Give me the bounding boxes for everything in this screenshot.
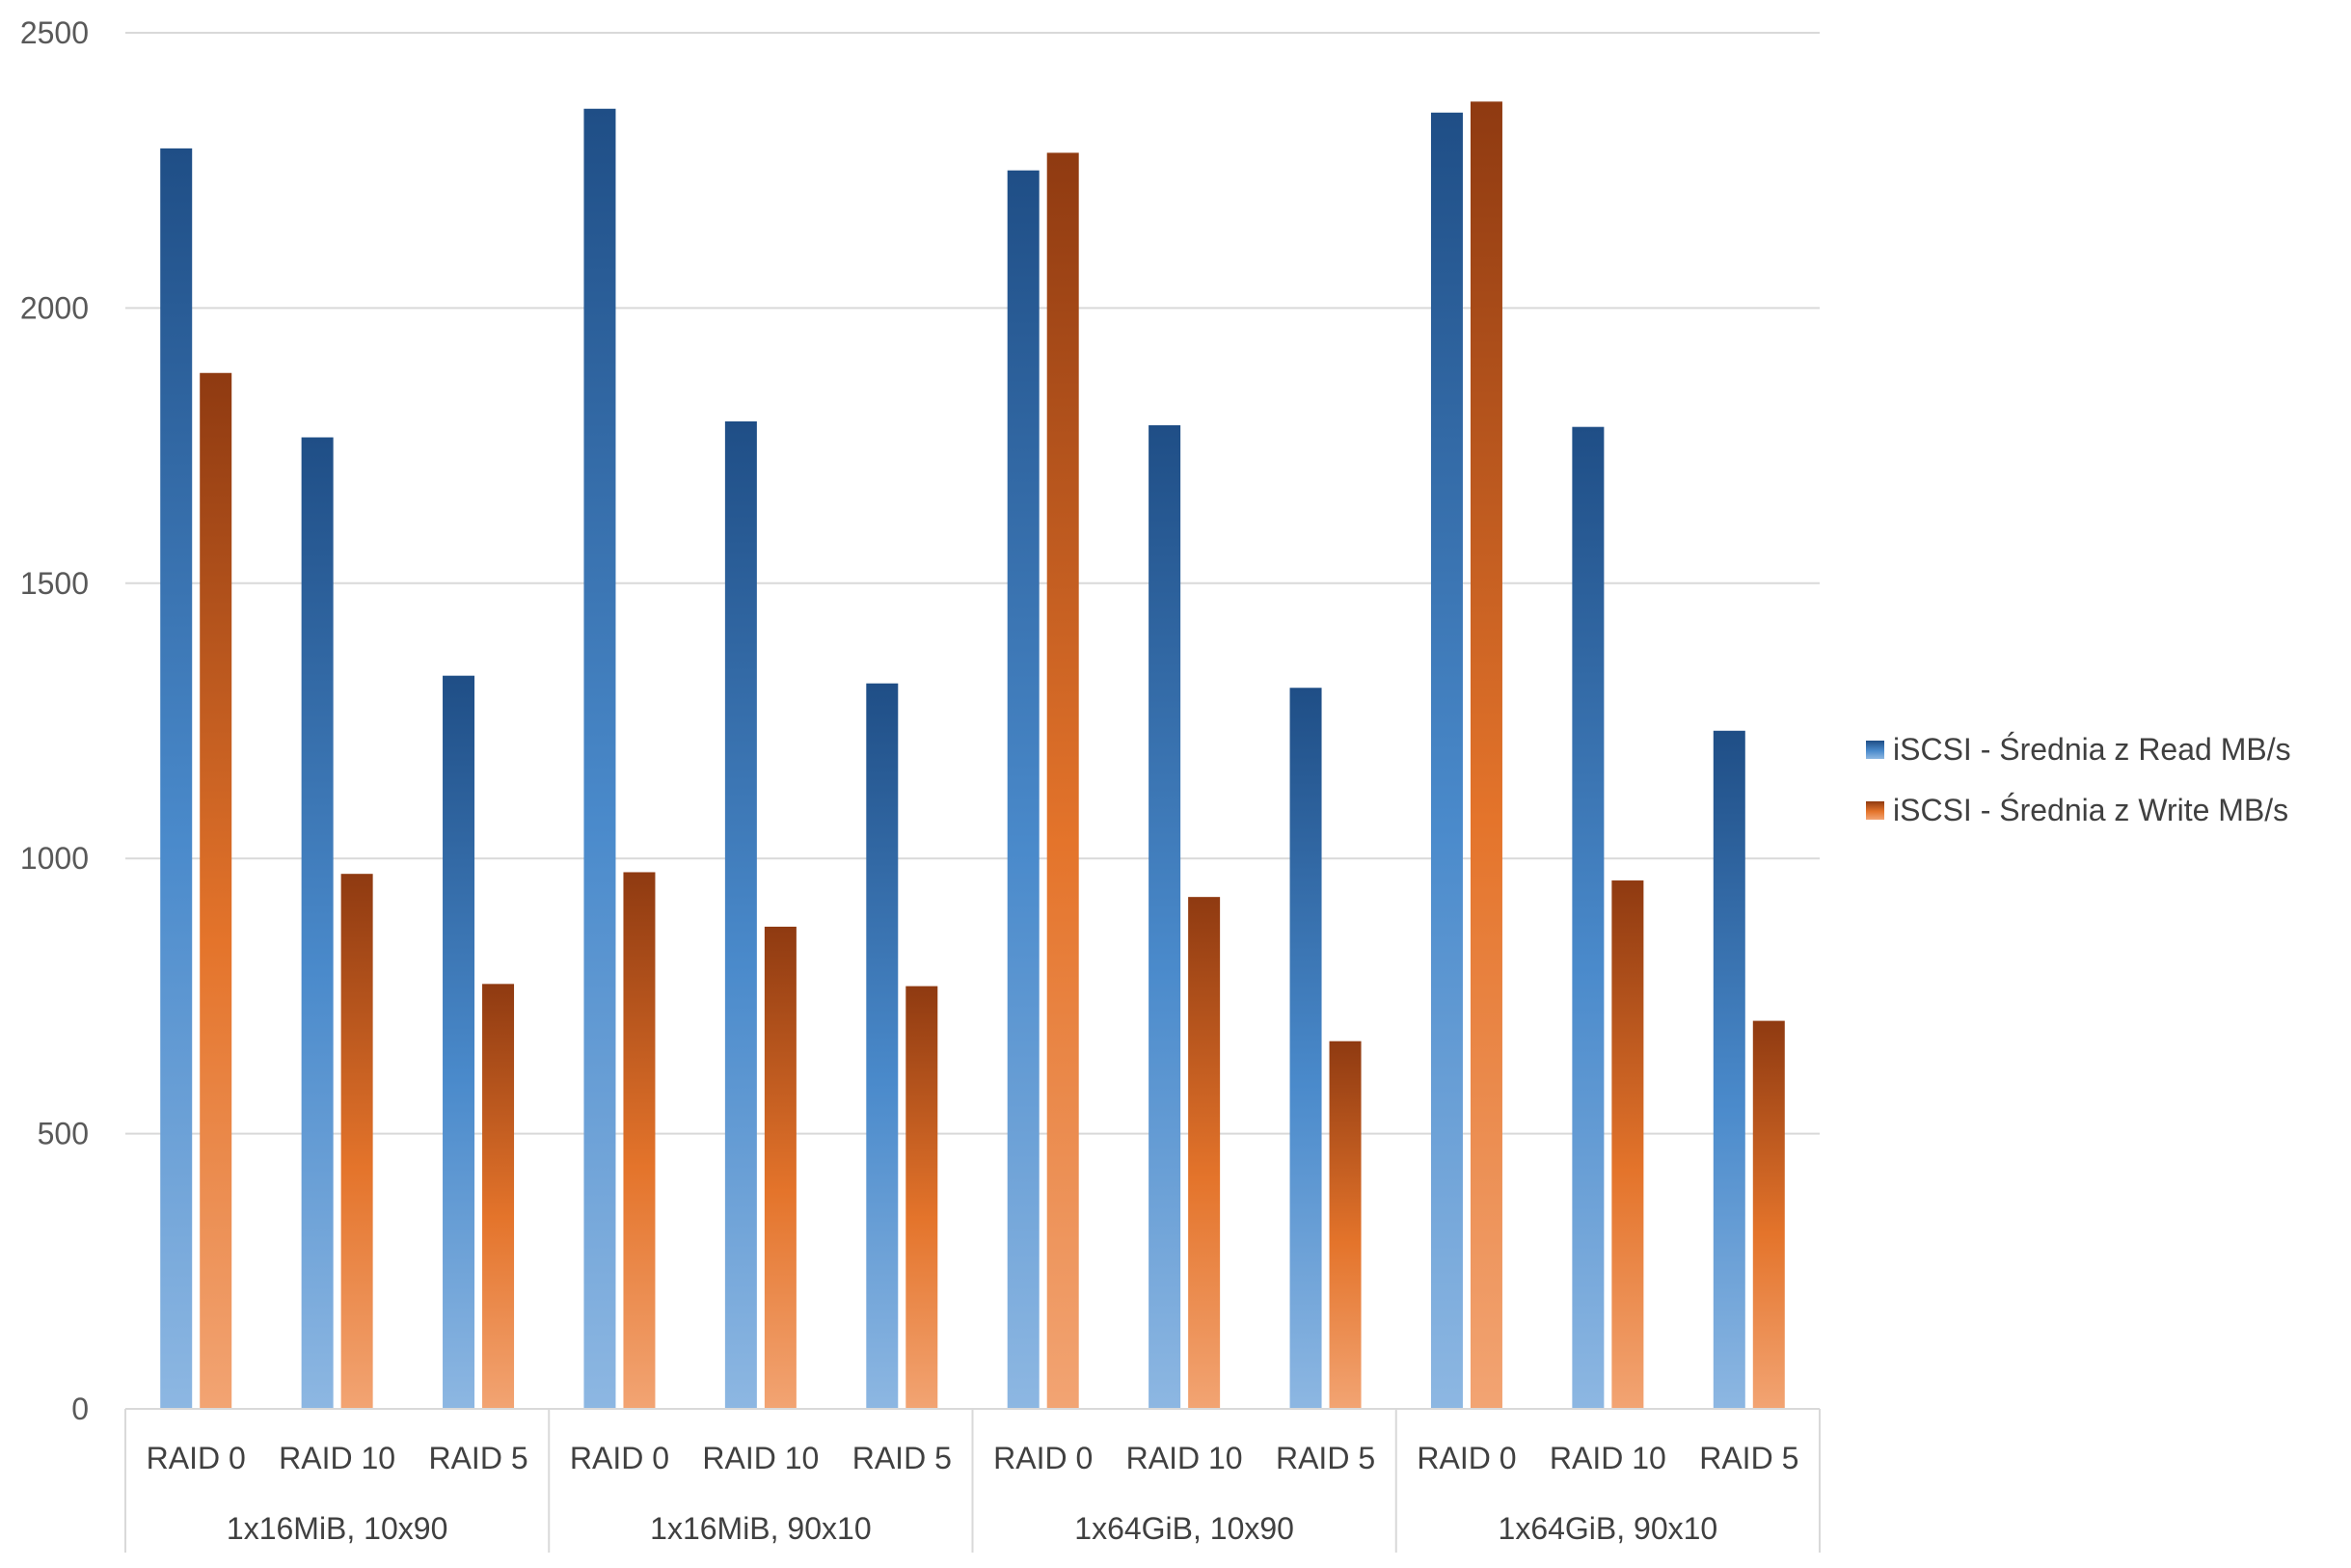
x-tick-label: RAID 0 [1417, 1441, 1516, 1475]
bar-write [1470, 101, 1502, 1410]
x-tick-label: RAID 10 [702, 1441, 819, 1475]
bar-write [905, 986, 938, 1409]
x-tick-label: RAID 0 [147, 1441, 246, 1475]
bar-write [623, 872, 656, 1409]
legend-swatch [1866, 801, 1884, 820]
bar-read [160, 148, 193, 1409]
bar-read [1007, 170, 1040, 1410]
bar-write [200, 372, 232, 1409]
bar-read [301, 437, 334, 1410]
y-tick-label: 2500 [20, 15, 89, 50]
x-tick-label: RAID 5 [1699, 1441, 1798, 1475]
bar-read [583, 108, 616, 1410]
x-axis: RAID 0 RAID 10 RAID 5 RAID 0 RAID 10 RAID 5 RA… [124, 1408, 1821, 1553]
legend-label: iSCSI - Średnia z Read MB/s [1893, 732, 2291, 767]
legend: iSCSI - Średnia z Read MB/s iSCSI - Średn… [1866, 732, 2291, 827]
y-axis-ticks: 0 500 1000 1500 2000 2500 [20, 15, 89, 1426]
x-group-label: 1x16MiB, 90x10 [650, 1511, 871, 1546]
bar-write [340, 874, 373, 1409]
bar-write [764, 926, 797, 1409]
x-tick-label: RAID 10 [1550, 1441, 1666, 1475]
y-tick-label: 500 [38, 1117, 89, 1151]
legend-label: iSCSI - Średnia z Write MB/s [1893, 793, 2288, 827]
bars [160, 101, 1785, 1410]
x-tick-label: RAID 10 [1126, 1441, 1243, 1475]
x-group-label: 1x64GiB, 10x90 [1074, 1511, 1294, 1546]
bar-read [724, 420, 757, 1409]
x-tick-label: RAID 0 [570, 1441, 669, 1475]
bar-write [1329, 1041, 1362, 1409]
bar-write [482, 984, 515, 1409]
bar-write [1046, 152, 1079, 1409]
bar-read [1148, 424, 1181, 1409]
x-tick-label: RAID 5 [852, 1441, 952, 1475]
bar-read [1572, 426, 1605, 1409]
bar-read [1430, 112, 1463, 1410]
x-tick-label: RAID 5 [428, 1441, 527, 1475]
bar-read [866, 683, 899, 1409]
bar-write [1611, 880, 1644, 1409]
gridlines [125, 32, 1820, 1135]
x-group-label: 1x16MiB, 10x90 [227, 1511, 447, 1546]
x-tick-label: RAID 5 [1276, 1441, 1375, 1475]
y-tick-label: 2000 [20, 290, 89, 325]
y-tick-label: 1500 [20, 566, 89, 601]
x-tick-label: RAID 0 [993, 1441, 1093, 1475]
x-tick-label: RAID 10 [279, 1441, 395, 1475]
bar-read [1289, 688, 1322, 1409]
bar-write [1752, 1020, 1785, 1409]
x-group-label: 1x64GiB, 90x10 [1499, 1511, 1718, 1546]
bar-write [1188, 897, 1221, 1409]
bar-read [1713, 730, 1745, 1409]
y-tick-label: 1000 [20, 841, 89, 876]
y-tick-label: 0 [71, 1392, 89, 1426]
legend-swatch [1866, 741, 1884, 759]
bar-read [443, 675, 475, 1409]
